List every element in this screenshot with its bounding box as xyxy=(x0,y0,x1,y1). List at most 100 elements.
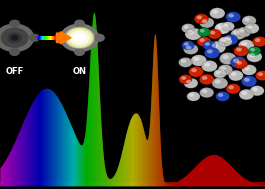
Circle shape xyxy=(200,29,205,33)
Circle shape xyxy=(68,29,91,46)
Circle shape xyxy=(209,41,226,53)
Circle shape xyxy=(204,62,210,67)
Circle shape xyxy=(8,33,21,43)
Bar xyxy=(54,36,55,40)
Bar xyxy=(43,36,44,40)
Bar xyxy=(51,36,52,40)
Circle shape xyxy=(242,91,247,95)
Circle shape xyxy=(252,87,258,91)
Circle shape xyxy=(189,67,204,77)
Bar xyxy=(45,36,46,40)
Bar xyxy=(44,36,45,40)
Circle shape xyxy=(247,25,253,29)
Circle shape xyxy=(182,41,195,50)
Circle shape xyxy=(210,8,225,19)
Circle shape xyxy=(200,38,205,42)
Circle shape xyxy=(186,80,192,84)
Circle shape xyxy=(194,14,209,24)
Circle shape xyxy=(235,60,248,69)
Circle shape xyxy=(222,55,229,59)
Circle shape xyxy=(197,15,202,19)
Bar xyxy=(57,36,58,40)
Circle shape xyxy=(242,16,256,26)
Bar xyxy=(47,36,48,40)
Circle shape xyxy=(1,28,28,47)
Circle shape xyxy=(218,93,223,97)
Circle shape xyxy=(183,44,198,54)
Circle shape xyxy=(191,55,207,66)
Circle shape xyxy=(244,78,250,82)
Circle shape xyxy=(65,27,94,48)
Circle shape xyxy=(30,34,39,41)
Circle shape xyxy=(191,68,197,72)
Circle shape xyxy=(228,85,234,89)
Circle shape xyxy=(250,48,255,51)
Bar xyxy=(46,36,47,40)
Bar xyxy=(44,36,45,40)
Circle shape xyxy=(205,42,210,46)
Circle shape xyxy=(237,61,242,65)
Circle shape xyxy=(248,46,261,56)
Bar xyxy=(49,36,50,40)
Bar xyxy=(56,36,57,40)
Bar xyxy=(39,36,40,40)
Circle shape xyxy=(218,65,233,75)
Circle shape xyxy=(10,49,19,55)
Bar xyxy=(48,36,49,40)
Circle shape xyxy=(237,27,251,37)
Circle shape xyxy=(220,67,226,70)
Circle shape xyxy=(204,47,220,58)
Circle shape xyxy=(179,75,192,84)
Bar xyxy=(55,36,56,40)
Circle shape xyxy=(226,12,241,22)
Circle shape xyxy=(216,91,229,101)
Circle shape xyxy=(221,38,226,42)
Bar xyxy=(52,36,53,40)
Circle shape xyxy=(197,37,211,46)
Circle shape xyxy=(187,92,200,101)
Circle shape xyxy=(255,38,260,42)
Circle shape xyxy=(75,20,84,27)
Circle shape xyxy=(244,67,250,70)
Circle shape xyxy=(179,57,192,67)
Bar xyxy=(57,36,58,40)
Circle shape xyxy=(184,25,189,29)
Circle shape xyxy=(10,20,19,27)
Circle shape xyxy=(199,74,214,85)
Circle shape xyxy=(181,76,186,80)
Circle shape xyxy=(55,34,64,41)
Circle shape xyxy=(239,89,254,100)
Circle shape xyxy=(184,42,189,46)
Circle shape xyxy=(70,31,89,44)
Circle shape xyxy=(214,69,226,78)
Circle shape xyxy=(228,70,243,81)
Bar xyxy=(47,36,48,40)
Circle shape xyxy=(215,79,221,84)
Bar xyxy=(38,36,39,40)
Circle shape xyxy=(238,40,254,51)
Circle shape xyxy=(75,49,84,55)
Circle shape xyxy=(181,59,186,63)
Circle shape xyxy=(207,49,213,53)
Circle shape xyxy=(201,60,217,72)
Circle shape xyxy=(202,89,207,93)
Circle shape xyxy=(233,30,239,35)
Bar xyxy=(37,36,38,40)
Circle shape xyxy=(226,36,231,40)
Text: OFF: OFF xyxy=(6,67,24,76)
Circle shape xyxy=(193,57,200,61)
Text: ON: ON xyxy=(73,67,86,76)
Circle shape xyxy=(218,37,232,46)
Circle shape xyxy=(226,84,240,94)
Circle shape xyxy=(186,46,192,50)
Circle shape xyxy=(203,41,216,50)
Circle shape xyxy=(182,24,195,33)
Circle shape xyxy=(188,30,194,35)
Circle shape xyxy=(208,29,222,39)
Circle shape xyxy=(239,29,245,33)
Circle shape xyxy=(202,19,207,23)
Circle shape xyxy=(244,17,250,21)
Circle shape xyxy=(199,17,214,28)
Circle shape xyxy=(231,72,237,76)
Circle shape xyxy=(60,24,99,51)
